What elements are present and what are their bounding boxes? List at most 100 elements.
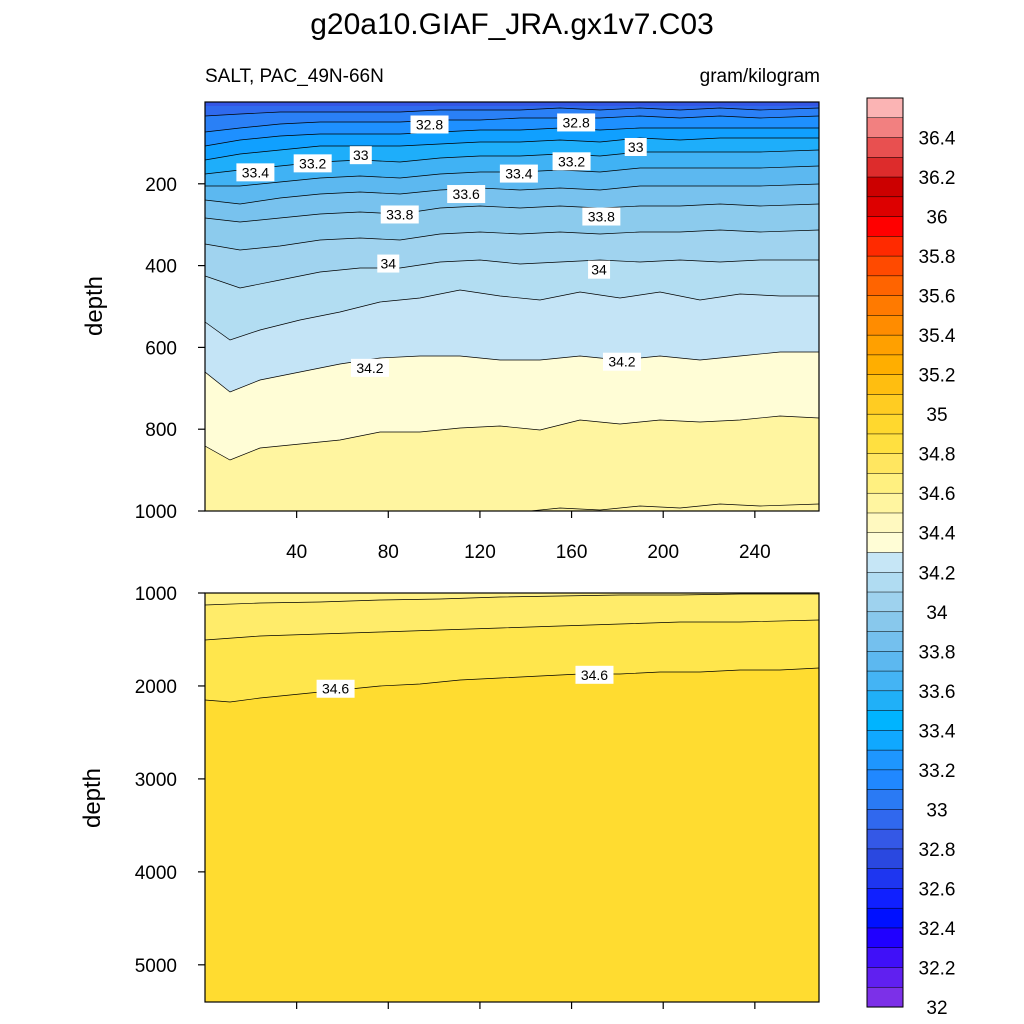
colorbar-label: 33.6 bbox=[919, 682, 956, 703]
colorbar-swatch bbox=[866, 670, 904, 692]
colorbar-swatch bbox=[866, 315, 904, 336]
colorbar-swatch bbox=[866, 888, 904, 909]
units-subtitle: gram/kilogram bbox=[700, 66, 820, 87]
upper-x-tick-label: 80 bbox=[378, 542, 399, 563]
upper-y-axis-label: depth bbox=[81, 276, 108, 336]
colorbar-swatch bbox=[866, 374, 904, 395]
contour-label-box bbox=[499, 164, 538, 183]
upper-y-tick-label: 600 bbox=[145, 338, 177, 359]
colorbar-label: 35.2 bbox=[919, 366, 956, 387]
colorbar-swatch bbox=[866, 690, 904, 712]
contour-label: 32.8 bbox=[557, 113, 596, 132]
lower-plot-frame bbox=[204, 592, 820, 1003]
contour-label-text: 34.6 bbox=[322, 681, 349, 697]
upper-x-tick-label: 40 bbox=[286, 542, 307, 563]
colorbar-swatch bbox=[866, 651, 904, 672]
upper-x-tick-label: 200 bbox=[647, 542, 679, 563]
colorbar-swatch bbox=[866, 196, 904, 218]
colorbar-swatch bbox=[866, 176, 904, 198]
contour-label: 34 bbox=[377, 254, 400, 273]
contour-label-box bbox=[624, 137, 647, 156]
colorbar-swatch bbox=[866, 532, 904, 554]
upper-y-tick-label: 1000 bbox=[135, 502, 177, 523]
colorbar-label: 34.8 bbox=[919, 445, 956, 466]
colorbar-label: 32 bbox=[926, 998, 947, 1019]
contour-label-text: 33 bbox=[353, 147, 369, 163]
colorbar-label: 36 bbox=[926, 208, 947, 229]
colorbar-swatch bbox=[866, 275, 904, 297]
contour-label-text: 33.6 bbox=[453, 186, 480, 202]
colorbar-swatch bbox=[866, 611, 904, 633]
colorbar-swatch bbox=[866, 828, 904, 850]
lower-y-tick-label: 5000 bbox=[135, 956, 177, 977]
contour-label: 34.2 bbox=[602, 352, 641, 371]
colorbar-swatch bbox=[866, 453, 904, 475]
contour-label: 33.8 bbox=[380, 205, 419, 224]
lower-y-tick-label: 2000 bbox=[135, 677, 177, 698]
contour-label-box bbox=[582, 207, 621, 226]
contour-label-text: 34 bbox=[591, 262, 607, 278]
colorbar-swatch bbox=[866, 137, 904, 158]
contour-label-box bbox=[410, 115, 449, 134]
colorbar-label: 34.6 bbox=[919, 484, 956, 505]
fill-32.6 bbox=[205, 102, 819, 106]
colorbar-label: 33.8 bbox=[919, 642, 956, 663]
contour-label: 34.6 bbox=[575, 665, 614, 684]
lower-y-tick-label: 1000 bbox=[135, 584, 177, 605]
fill-34.45 bbox=[205, 593, 819, 640]
colorbar-swatch bbox=[866, 216, 904, 237]
colorbar-swatch bbox=[866, 413, 904, 435]
upper-contour-lines bbox=[205, 107, 819, 511]
contour-label: 34 bbox=[588, 260, 611, 279]
chart-title: g20a10.GIAF_JRA.gx1v7.C03 bbox=[310, 8, 714, 41]
upper-plot-frame bbox=[204, 101, 820, 512]
upper-y-tick-label: 800 bbox=[145, 420, 177, 441]
colorbar-swatch bbox=[866, 572, 904, 593]
contour-label: 34.6 bbox=[316, 679, 355, 698]
contour-label-text: 34 bbox=[380, 256, 396, 272]
colorbar-label: 34 bbox=[926, 603, 948, 624]
colorbar-label: 36.4 bbox=[919, 129, 956, 150]
lower-axis-ticks: 1000 2000 3000 4000 5000 bbox=[135, 584, 756, 1009]
contour-label-text: 34.6 bbox=[581, 667, 608, 683]
lower-panel: 34.6 34.6 1000 2000 3000 4000 5000 depth bbox=[79, 584, 820, 1009]
colorbar-label: 36.2 bbox=[919, 168, 956, 189]
lower-contour-lines bbox=[205, 593, 819, 703]
contour-label-text: 33.8 bbox=[386, 206, 413, 222]
colorbar-frame bbox=[866, 97, 904, 1008]
colorbar: 36.4 36.2 36 35.8 35.6 35.4 35.2 35 34.8 34.6 34.4… bbox=[866, 97, 956, 1019]
contour-label-text: 33.2 bbox=[299, 155, 326, 171]
colorbar-swatch bbox=[866, 730, 904, 751]
left-subtitle: SALT, PAC_49N-66N bbox=[205, 66, 384, 87]
colorbar-swatch bbox=[866, 848, 904, 870]
upper-contour-labels: 32.8 32.8 33 33 33.2 33.2 33.4 33.4 33.6 33.8 33.8… bbox=[236, 113, 647, 377]
contour-label-box bbox=[350, 358, 389, 377]
colorbar-label: 34.4 bbox=[919, 524, 956, 545]
contour-label-box bbox=[447, 185, 486, 204]
lower-contour-fill: 34.6 34.6 bbox=[205, 593, 819, 1002]
colorbar-swatch bbox=[866, 97, 904, 119]
upper-y-tick-label: 200 bbox=[145, 175, 177, 196]
contour-label: 33 bbox=[349, 146, 372, 165]
colorbar-swatch bbox=[866, 710, 904, 731]
contour-label-text: 33 bbox=[628, 139, 644, 155]
colorbar-swatch bbox=[866, 236, 904, 257]
colorbar-swatch bbox=[866, 631, 904, 652]
contour-label-box bbox=[377, 254, 400, 273]
colorbar-swatch bbox=[866, 769, 904, 791]
colorbar-swatch bbox=[866, 809, 904, 830]
colorbar-swatch bbox=[866, 295, 904, 316]
colorbar-swatch bbox=[866, 789, 904, 810]
upper-y-tick-label: 400 bbox=[145, 257, 177, 278]
contour-label-text: 32.8 bbox=[416, 116, 443, 132]
contour-label-box bbox=[236, 163, 275, 182]
colorbar-label: 32.6 bbox=[919, 879, 956, 900]
colorbar-swatch bbox=[866, 394, 904, 415]
colorbar-swatch bbox=[866, 986, 904, 1008]
colorbar-label: 35.6 bbox=[919, 287, 956, 308]
colorbar-swatch bbox=[866, 591, 904, 613]
contour-label: 33.2 bbox=[293, 154, 332, 173]
colorbar-swatch bbox=[866, 117, 904, 139]
colorbar-swatch bbox=[866, 927, 904, 949]
